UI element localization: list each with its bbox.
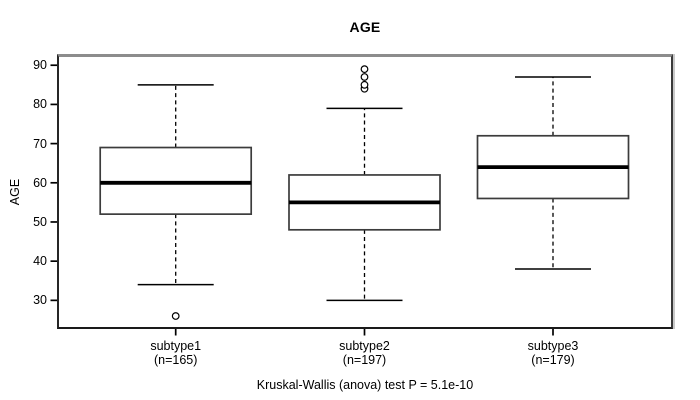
group-name: subtype2 <box>339 339 390 353</box>
stat-test-caption: Kruskal-Wallis (anova) test P = 5.1e-10 <box>256 378 474 392</box>
x-group-label: subtype1 (n=165) <box>106 339 246 367</box>
outlier-point <box>360 65 369 74</box>
group-n: (n=197) <box>342 352 387 367</box>
y-tick-label: 80 <box>33 97 47 112</box>
group-name: subtype1 <box>150 339 202 353</box>
outlier-point <box>171 312 180 320</box>
y-tick-label: 60 <box>33 175 47 190</box>
y-tick-label: 90 <box>33 58 47 73</box>
iqr-box <box>99 146 253 215</box>
boxplot-layer <box>99 65 630 320</box>
x-group-label: subtype2 (n=197) <box>295 339 435 367</box>
group-n: (n=165) <box>153 352 198 367</box>
group-n: (n=179) <box>531 352 575 367</box>
y-tick-label: 70 <box>33 136 47 151</box>
x-group-label: subtype3 (n=179) <box>483 339 623 367</box>
outlier-point <box>360 80 369 89</box>
plot-area <box>57 54 673 329</box>
y-tick-label: 40 <box>33 254 47 269</box>
outlier-point <box>360 73 369 81</box>
y-tick-label: 50 <box>33 214 47 229</box>
y-tick-label: 30 <box>33 293 47 308</box>
group-name: subtype3 <box>527 339 579 353</box>
chart-title: AGE <box>349 19 381 35</box>
